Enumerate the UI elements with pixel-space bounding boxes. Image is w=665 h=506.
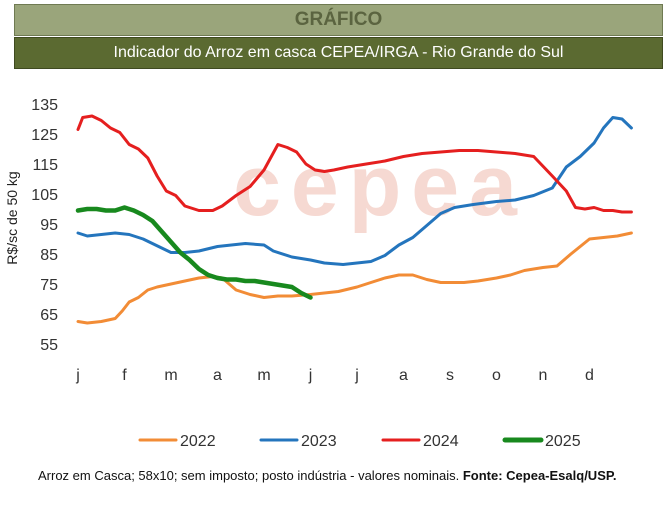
x-tick-label: s <box>446 367 454 384</box>
chart-header-title: GRÁFICO <box>14 4 663 36</box>
chart-header-subtitle: Indicador do Arroz em casca CEPEA/IRGA -… <box>14 37 663 69</box>
x-tick-label: a <box>213 367 222 384</box>
x-tick-label: m <box>257 367 270 384</box>
footer-note: Arroz em Casca; 58x10; sem imposto; post… <box>38 467 648 485</box>
series-line-2023 <box>76 116 633 266</box>
y-tick-label: 125 <box>31 127 58 144</box>
legend-label-2024: 2024 <box>423 433 459 450</box>
x-tick-label: j <box>354 367 359 384</box>
series-line-2024 <box>76 114 633 214</box>
series-line-2022 <box>76 231 633 325</box>
y-axis-label: R$/sc de 50 kg <box>4 171 20 264</box>
x-tick-label: a <box>399 367 408 384</box>
y-tick-label: 75 <box>40 277 58 294</box>
y-tick-label: 55 <box>40 337 58 354</box>
legend-label-2023: 2023 <box>301 433 337 450</box>
footer-source: Fonte: Cepea-Esalq/USP. <box>462 468 617 483</box>
y-tick-label: 65 <box>40 307 58 324</box>
x-tick-label: j <box>308 367 313 384</box>
x-tick-label: d <box>585 367 594 384</box>
x-tick-label: f <box>122 367 127 384</box>
y-tick-label: 95 <box>40 217 58 234</box>
y-tick-label: 115 <box>32 157 58 174</box>
footer-text: Arroz em Casca; 58x10; sem imposto; post… <box>38 468 463 483</box>
x-tick-label: n <box>539 367 548 384</box>
legend-label-2022: 2022 <box>180 433 216 450</box>
x-tick-label: m <box>164 367 177 384</box>
y-tick-label: 85 <box>40 247 58 264</box>
legend-label-2025: 2025 <box>545 433 581 450</box>
y-tick-label: 105 <box>31 187 58 204</box>
watermark-logo: cepea <box>233 138 527 234</box>
series-line-2025 <box>75 205 313 300</box>
x-tick-label: o <box>492 367 501 384</box>
y-tick-label: 135 <box>31 97 58 114</box>
x-tick-label: j <box>75 367 80 384</box>
